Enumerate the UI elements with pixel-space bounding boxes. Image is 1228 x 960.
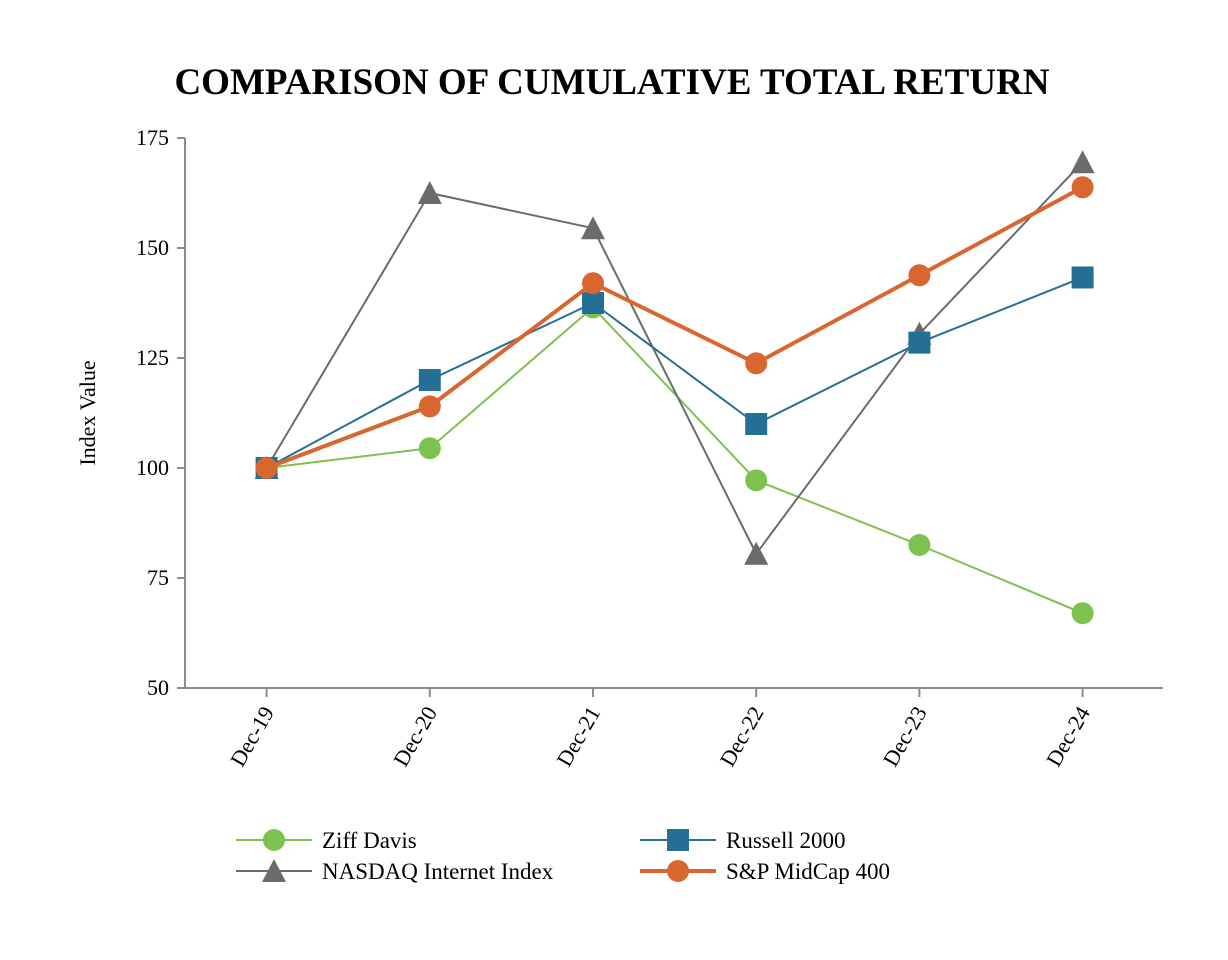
y-tick-label: 175 bbox=[136, 125, 169, 150]
x-tick-label: Dec-21 bbox=[551, 702, 605, 771]
data-point-s-p-midcap-400 bbox=[745, 352, 768, 375]
legend: Ziff Davis Russell 2000 NASDAQ Internet In… bbox=[236, 828, 890, 884]
data-point-nasdaq-internet-index bbox=[1070, 150, 1095, 174]
data-point-russell-2000 bbox=[418, 369, 441, 391]
series-line-nasdaq-internet-index bbox=[265, 161, 1084, 555]
x-tick-label: Dec-22 bbox=[715, 702, 769, 771]
y-axis-title: Index Value bbox=[75, 360, 100, 465]
legend-label-russell-2000: Russell 2000 bbox=[726, 828, 845, 853]
x-ticks: Dec-19 Dec-20 Dec-21 Dec-22 Dec-23 Dec-24 bbox=[225, 688, 1095, 771]
y-tick-label: 100 bbox=[136, 455, 169, 480]
data-point-russell-2000 bbox=[1071, 266, 1094, 289]
legend-marker-nasdaq-internet-index bbox=[262, 859, 286, 882]
data-point-ziff-davis bbox=[908, 534, 931, 556]
legend-marker-s-p-midcap-400 bbox=[667, 860, 689, 882]
legend-item-s-p-midcap-400: S&P MidCap 400 bbox=[640, 859, 890, 884]
x-tick-label: Dec-19 bbox=[225, 702, 279, 771]
legend-label-s-p-midcap-400: S&P MidCap 400 bbox=[726, 859, 890, 884]
series-layer bbox=[254, 150, 1095, 625]
series-s-p-midcap-400 bbox=[255, 176, 1094, 479]
y-tick-label: 75 bbox=[147, 565, 169, 590]
series-russell-2000 bbox=[255, 266, 1094, 479]
data-point-nasdaq-internet-index bbox=[417, 181, 442, 204]
legend-item-russell-2000: Russell 2000 bbox=[640, 828, 845, 853]
y-tick-label: 150 bbox=[136, 235, 169, 260]
legend-item-ziff-davis: Ziff Davis bbox=[236, 828, 417, 853]
legend-marker-russell-2000 bbox=[667, 829, 689, 851]
y-ticks: 50 75 100 125 150 175 bbox=[136, 125, 185, 700]
data-point-ziff-davis bbox=[745, 469, 768, 492]
data-point-russell-2000 bbox=[745, 413, 768, 435]
data-point-s-p-midcap-400 bbox=[582, 272, 604, 295]
data-point-russell-2000 bbox=[582, 292, 604, 314]
series-nasdaq-internet-index bbox=[254, 150, 1095, 565]
data-point-nasdaq-internet-index bbox=[581, 216, 605, 240]
data-point-s-p-midcap-400 bbox=[418, 395, 441, 418]
y-tick-label: 50 bbox=[147, 675, 169, 700]
series-line-russell-2000 bbox=[266, 276, 1083, 469]
x-tick-label: Dec-23 bbox=[878, 702, 932, 771]
x-tick-label: Dec-20 bbox=[388, 702, 442, 771]
data-point-s-p-midcap-400 bbox=[255, 457, 278, 479]
chart-title: COMPARISON OF CUMULATIVE TOTAL RETURN bbox=[174, 62, 1049, 103]
series-line-ziff-davis bbox=[266, 306, 1083, 615]
data-point-s-p-midcap-400 bbox=[1071, 176, 1094, 199]
data-point-ziff-davis bbox=[418, 437, 441, 460]
data-point-nasdaq-internet-index bbox=[744, 541, 769, 565]
legend-label-nasdaq-internet-index: NASDAQ Internet Index bbox=[322, 859, 554, 884]
axes bbox=[184, 138, 1163, 689]
data-point-russell-2000 bbox=[908, 331, 931, 354]
y-tick-label: 125 bbox=[136, 345, 169, 370]
data-point-ziff-davis bbox=[1071, 602, 1094, 625]
legend-item-nasdaq-internet-index: NASDAQ Internet Index bbox=[236, 859, 554, 884]
series-ziff-davis bbox=[255, 296, 1094, 625]
x-tick-label: Dec-24 bbox=[1041, 702, 1095, 771]
data-point-s-p-midcap-400 bbox=[908, 264, 931, 287]
legend-label-ziff-davis: Ziff Davis bbox=[322, 828, 417, 853]
series-line-s-p-midcap-400 bbox=[265, 185, 1084, 470]
legend-marker-ziff-davis bbox=[263, 829, 285, 851]
